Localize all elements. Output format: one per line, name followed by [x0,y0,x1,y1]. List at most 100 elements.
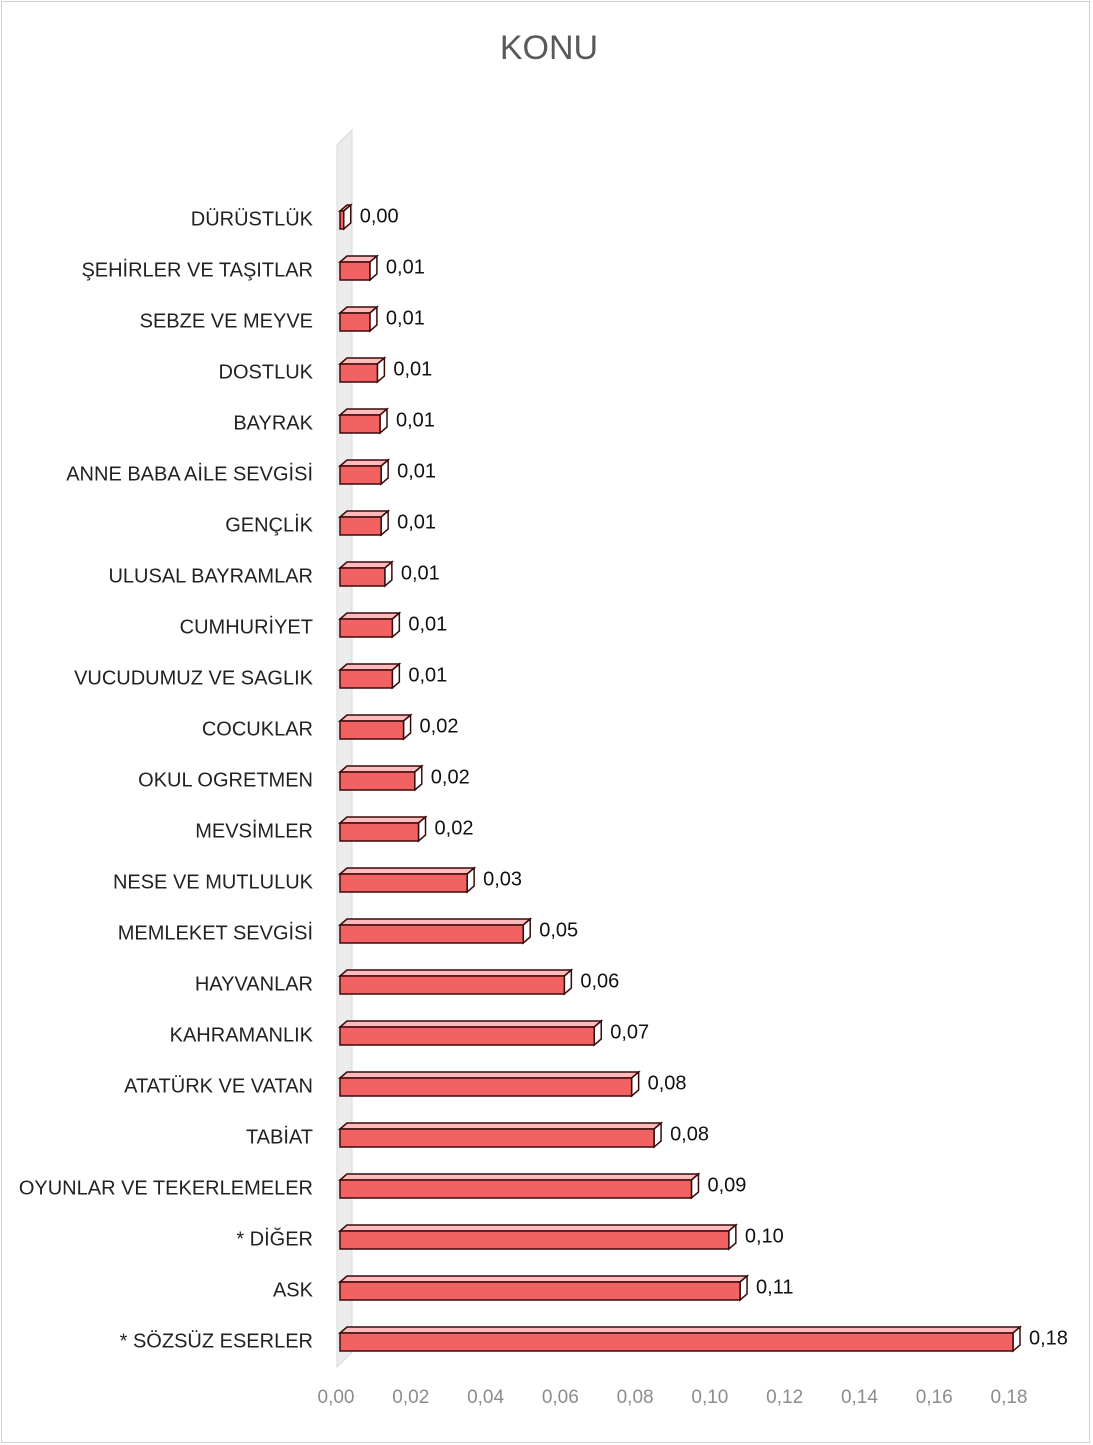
y-tick-label: ULUSAL BAYRAMLAR [108,565,313,587]
bar-top [337,969,574,977]
axis-wall [336,128,353,1369]
bar-top [337,459,391,467]
bar [339,261,371,281]
bar [339,771,416,791]
x-tick-label: 0,10 [691,1387,728,1408]
x-tick-label: 0,16 [916,1387,953,1408]
y-tick-label: DOSTLUK [219,361,314,383]
value-label: 0,11 [756,1276,793,1298]
bar [339,873,468,893]
bar [339,1077,633,1097]
y-tick-label: BAYRAK [233,412,313,434]
y-tick-label: KAHRAMANLIK [170,1024,314,1046]
y-tick-label: * SÖZSÜZ ESERLER [120,1330,313,1352]
bar [339,1230,730,1250]
bar-top [337,510,391,518]
x-tick-label: 0,02 [392,1387,429,1408]
bar [339,720,405,740]
value-label: 0,02 [435,817,474,839]
bar [339,414,381,434]
value-label: 0,08 [648,1072,687,1094]
value-label: 0,05 [539,919,578,941]
value-label: 0,01 [386,256,425,278]
value-label: 0,08 [670,1123,709,1145]
bar [339,618,394,638]
value-label: 0,01 [393,358,432,380]
bar [339,975,566,995]
x-tick-label: 0,12 [766,1387,803,1408]
bar-top [337,663,402,671]
x-tick-label: 0,00 [318,1387,355,1408]
y-tick-label: VUCUDUMUZ VE SAGLIK [74,667,314,689]
chart-title: KONU [500,29,598,67]
y-tick-label: COCUKLAR [202,718,313,740]
x-tick-label: 0,18 [991,1387,1028,1408]
bar [339,669,394,689]
y-tick-label: SEBZE VE MEYVE [140,310,313,332]
x-tick-label: 0,14 [841,1387,878,1408]
y-tick-label: OKUL OGRETMEN [138,769,313,791]
bar-top [337,816,428,824]
y-tick-label: MEVSİMLER [195,819,313,842]
y-tick-label: ATATÜRK VE VATAN [124,1075,313,1097]
bar-top [337,1071,641,1079]
bar-top [337,1020,604,1028]
y-tick-label: OYUNLAR VE TEKERLEMELER [19,1177,313,1199]
x-tick-label: 0,04 [467,1387,504,1408]
bar-top [337,765,424,773]
bar [339,1179,693,1199]
value-label: 0,18 [1029,1327,1068,1349]
bar [339,363,379,383]
value-label: 0,01 [408,664,447,686]
bar-top [337,561,394,569]
bar-top [337,1224,738,1232]
value-label: 0,01 [408,613,447,635]
value-label: 0,01 [396,409,435,431]
value-label: 0,01 [386,307,425,329]
bar [339,822,420,842]
bar [339,1026,595,1046]
y-tick-label: CUMHURİYET [180,615,313,638]
bar-top [337,1275,750,1283]
y-tick-label: MEMLEKET SEVGİSİ [118,921,313,944]
bar [339,465,382,485]
x-tick-label: 0,06 [542,1387,579,1408]
value-label: 0,01 [397,511,436,533]
y-tick-label: HAYVANLAR [195,973,313,995]
bar [339,1332,1014,1352]
value-label: 0,09 [707,1174,746,1196]
y-tick-label: * DİĞER [236,1227,313,1250]
bar [339,567,386,587]
value-label: 0,10 [745,1225,784,1247]
bar-top [337,918,533,926]
value-label: 0,07 [610,1021,649,1043]
value-label: 0,02 [431,766,470,788]
bar-top [337,1326,1023,1334]
value-label: 0,01 [401,562,440,584]
bar-top [337,612,402,620]
x-tick-label: 0,08 [617,1387,654,1408]
bar-top [337,1122,664,1130]
bar [339,210,345,230]
bar [339,924,524,944]
value-label: 0,06 [580,970,619,992]
bar [339,1128,655,1148]
y-tick-label: GENÇLİK [225,513,313,536]
bar [339,312,371,332]
y-tick-label: ŞEHİRLER VE TAŞITLAR [81,258,313,281]
bar-top [337,714,413,722]
y-tick-label: NESE VE MUTLULUK [113,871,314,893]
bar [339,1281,741,1301]
bar-top [337,867,477,875]
value-label: 0,03 [483,868,522,890]
value-label: 0,02 [420,715,459,737]
value-label: 0,00 [360,205,399,227]
y-tick-label: ASK [273,1279,314,1301]
value-label: 0,01 [397,460,436,482]
bar-top [337,1173,701,1181]
bar [339,516,382,536]
y-tick-label: ANNE BABA AİLE SEVGİSİ [66,462,313,485]
y-tick-label: TABİAT [246,1125,313,1148]
